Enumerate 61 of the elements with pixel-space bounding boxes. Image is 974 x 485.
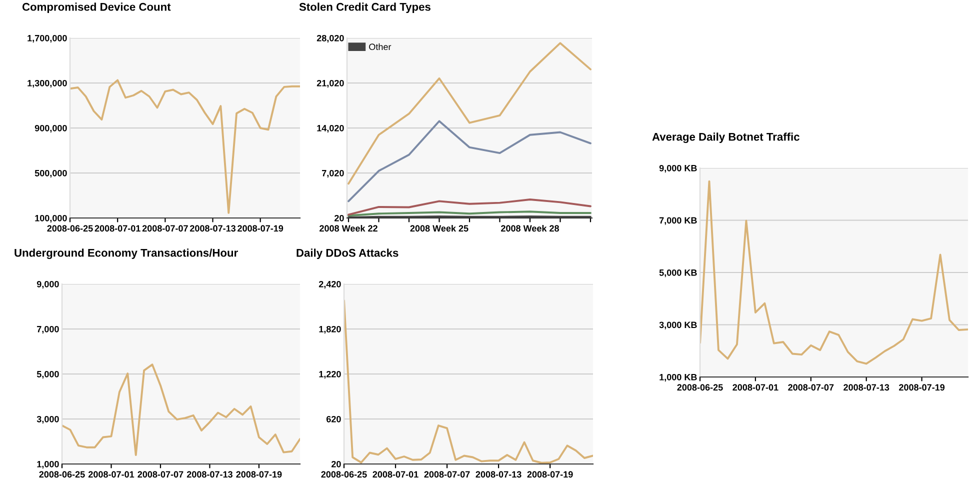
y-tick-label: 28,020 [316,34,344,43]
x-tick-label: 2008-07-13 [844,384,890,391]
y-tick-label: 7,000 [37,326,59,334]
line-series [70,79,300,214]
x-tick-label: 2008-06-25 [321,471,367,478]
y-tick-label: 20 [331,460,341,468]
x-tick-label: 2008-07-01 [732,384,778,391]
line-series [700,180,968,365]
y-tick-label: 5,000 KB [659,269,697,278]
line-series [344,300,593,464]
line-series [348,120,592,202]
y-tick-label: 1,700,000 [28,34,67,43]
chart-title: Underground Economy Transactions/Hour [14,248,238,259]
y-tick-label: 900,000 [34,124,67,133]
x-tick-label: 2008-07-01 [372,471,418,478]
line-series [62,364,300,456]
y-tick-label: 21,020 [316,80,344,88]
x-tick-label: 2008-07-13 [186,471,232,478]
chart-title: Daily DDoS Attacks [296,248,398,259]
y-tick-label: 620 [326,416,341,422]
x-tick-label: 2008-07-07 [138,471,184,478]
x-tick-label: 2008-07-19 [527,471,573,478]
x-tick-label: 2008 Week 25 [410,224,468,232]
y-tick-label: 7,020 [322,170,344,178]
y-tick-label: 3,000 KB [659,322,697,330]
y-tick-label: 1,300,000 [28,80,67,88]
x-tick-label: 2008-07-19 [899,384,945,391]
y-tick-label: 7,000 KB [659,217,697,225]
x-tick-label: 2008 Week 22 [320,224,378,232]
legend-label: Other [369,43,392,50]
x-tick-label: 2008-06-25 [677,384,723,391]
x-tick-label: 2008-07-07 [424,471,470,478]
y-tick-label: 1,220 [319,370,341,379]
y-tick-label: 5,000 [36,370,59,379]
x-tick-label: 2008-07-13 [476,471,522,478]
y-tick-label: 1,820 [319,326,341,334]
x-tick-label: 2008-06-25 [47,225,93,232]
y-tick-label: 14,020 [317,124,344,133]
y-tick-label: 1,000 [37,460,59,469]
x-tick-label: 2008-07-19 [238,225,284,232]
chart-title: Stolen Credit Card Types [299,2,430,13]
y-tick-label: 3,000 [36,416,59,424]
x-tick-label: 2008 Week 28 [501,224,559,232]
y-tick-label: 9,000 KB [659,164,697,173]
line-series [348,198,592,216]
x-tick-label: 2008-07-01 [88,471,134,478]
x-tick-label: 2008-07-07 [788,384,834,391]
y-tick-label: 9,000 [36,280,59,289]
x-tick-label: 2008-07-07 [142,225,188,232]
x-tick-label: 2008-07-01 [94,225,140,232]
chart-title: Compromised Device Count [22,2,171,13]
x-tick-label: 2008-07-19 [236,471,282,478]
y-tick-label: 20 [334,214,344,222]
y-tick-label: 100,000 [35,214,67,223]
x-tick-label: 2008-07-13 [190,225,236,232]
y-tick-label: 2,420 [318,280,341,289]
y-tick-label: 1,000 KB [660,374,697,382]
chart-title: Average Daily Botnet Traffic [652,132,800,143]
x-tick-label: 2008-06-25 [39,471,85,478]
line-series [348,42,592,185]
y-tick-label: 500,000 [34,170,67,178]
